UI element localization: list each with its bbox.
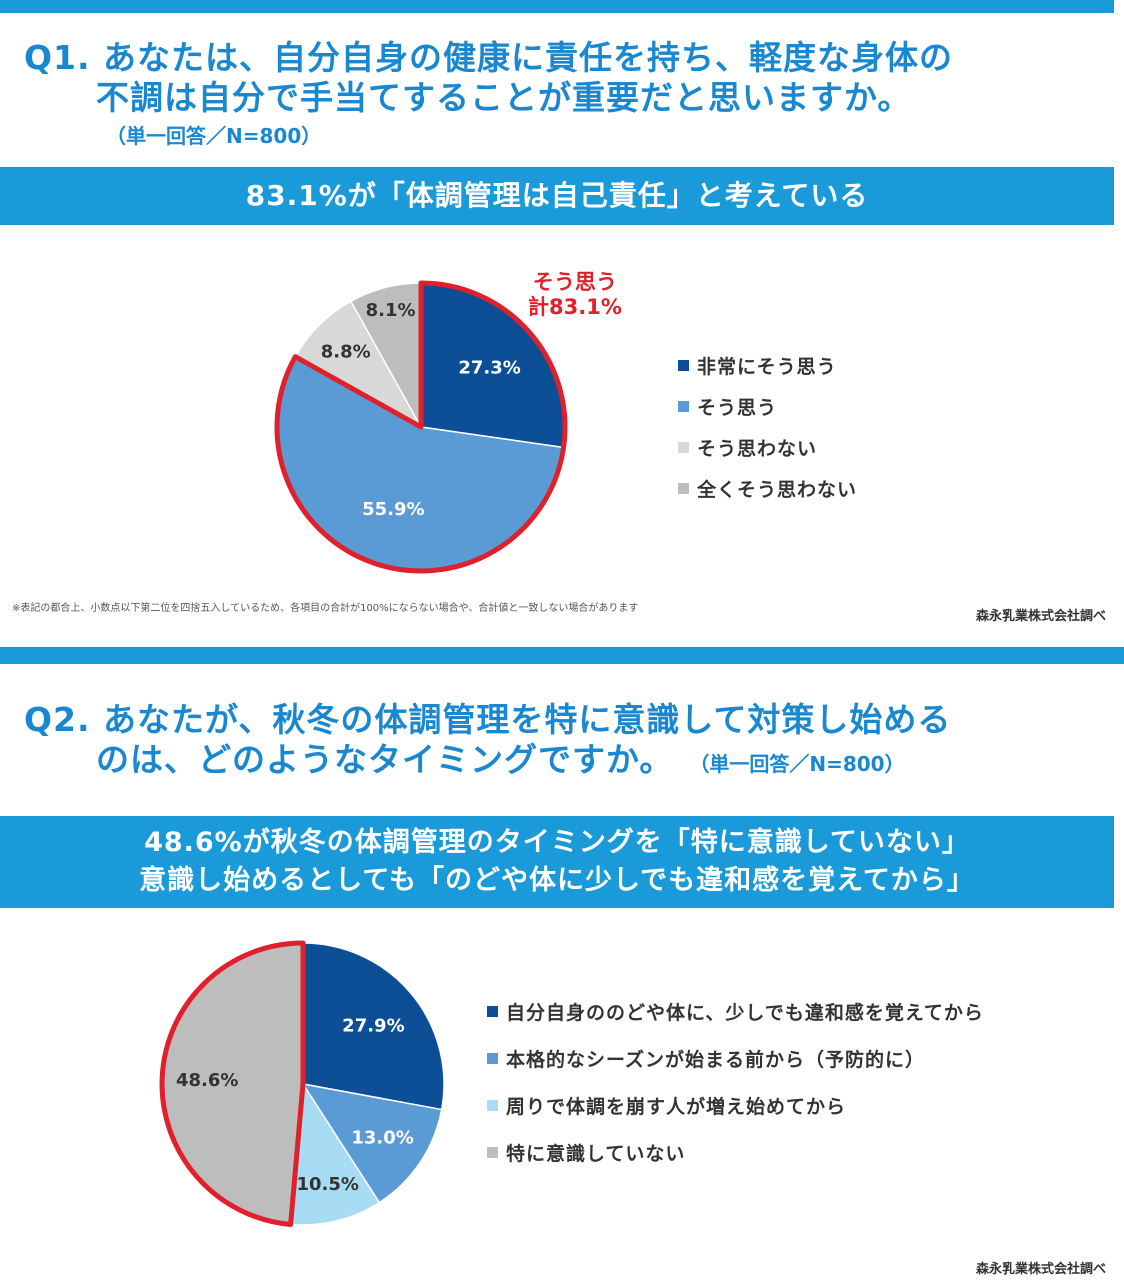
q1-banner: 83.1%が「体調管理は自己責任」と考えている [0,167,1114,225]
q1-pie-chart: 27.3% 55.9% 8.8% 8.1% [274,280,568,574]
q2-title: Q2. あなたが、秋冬の体調管理を特に意識して対策し始める のは、どのようなタイ… [24,700,951,784]
q1-legend-item-3: そう思わない [678,434,857,461]
q2-legend-swatch-1 [487,1006,498,1017]
q1-title-line2: 不調は自分で手当てすることが重要だと思いますか。 [96,78,912,117]
q1-highlight-label: そう思う 計83.1% [528,270,622,320]
q2-title-line1: Q2. あなたが、秋冬の体調管理を特に意識して対策し始める [24,700,952,739]
q1-footnote: ※表記の都合上、小数点以下第二位を四捨五入しているため、各項目の合計が100%に… [12,603,639,614]
q1-legend-swatch-3 [678,442,689,453]
top-accent-bar [0,0,1114,13]
q1-title-line1: Q1. あなたは、自分自身の健康に責任を持ち、軽度な身体の [24,38,954,77]
q1-banner-text: 83.1%が「体調管理は自己責任」と考えている [245,179,869,212]
q2-banner-line1: 48.6%が秋冬の体調管理のタイミングを「特に意識していない」 [144,827,970,858]
q2-legend-swatch-3 [487,1100,498,1111]
q2-legend-label-1: 自分自身ののどや体に、少しでも違和感を覚えてから [506,1002,984,1024]
q1-legend-label-3: そう思わない [697,438,818,460]
q2-slice-label-1: 27.9% [342,1015,404,1036]
q2-legend-label-2: 本格的なシーズンが始まる前から（予防的に） [506,1049,926,1071]
q2-slice-1 [302,942,445,1111]
q2-slice-label-2: 13.0% [351,1127,413,1148]
q2-legend-item-4: 特に意識していない [487,1139,984,1166]
q2-source: 森永乳業株式会社調べ [975,1262,1106,1277]
q1-legend-item-2: そう思う [678,393,857,420]
q1-legend-item-1: 非常にそう思う [678,352,857,379]
q2-slice-3 [289,1081,381,1226]
q2-legend-item-1: 自分自身ののどや体に、少しでも違和感を覚えてから [487,998,984,1025]
q1-legend-item-4: 全くそう思わない [678,475,857,502]
q2-legend-label-4: 特に意識していない [506,1143,686,1165]
q1-legend-swatch-2 [678,401,689,412]
q2-legend-swatch-2 [487,1053,498,1064]
q2-slice-2 [301,1082,443,1204]
q1-source: 森永乳業株式会社調べ [975,609,1106,624]
q1-legend-label-2: そう思う [697,397,778,419]
q2-slice-label-4: 48.6% [176,1070,238,1091]
q1-legend-label-1: 非常にそう思う [697,356,837,378]
q2-pie-chart: 27.9% 13.0% 10.5% 48.6% [159,940,445,1227]
q2-legend-label-3: 周りで体調を崩す人が増え始めてから [506,1096,847,1118]
q2-highlight-outline [159,940,306,1227]
q1-highlight-line2: 計83.1% [528,295,622,319]
q2-legend-swatch-4 [487,1147,498,1158]
q2-legend-item-2: 本格的なシーズンが始まる前から（予防的に） [487,1045,984,1072]
q1-highlight-outline [274,280,568,574]
q2-banner: 48.6%が秋冬の体調管理のタイミングを「特に意識していない」 意識し始めるとし… [0,816,1114,908]
q1-slice-label-4: 8.1% [366,300,416,321]
q1-slice-label-1: 27.3% [458,358,520,379]
q1-sample-note: （単一回答／N=800） [106,124,322,148]
q2-legend-item-3: 周りで体調を崩す人が増え始めてから [487,1092,984,1119]
q1-slice-label-3: 8.8% [321,342,371,363]
q1-legend: 非常にそう思う そう思うそう思わない全くそう思わない [678,352,857,516]
q2-sample-note: （単一回答／N=800） [699,752,905,776]
q1-highlight-line1: そう思う [532,270,617,294]
q2-slice-label-3: 10.5% [296,1174,358,1195]
q1-legend-label-4: 全くそう思わない [697,479,858,501]
q2-title-line2: のは、どのようなタイミングですか。 [96,740,674,779]
q1-slice-label-2: 55.9% [362,499,424,520]
q1-legend-swatch-1 [678,360,689,371]
section-divider [0,647,1124,664]
q2-banner-line2: 意識し始めるとしても「のどや体に少しでも違和感を覚えてから」 [139,865,975,896]
q1-legend-swatch-4 [678,483,689,494]
q2-legend: 自分自身ののどや体に、少しでも違和感を覚えてから 本格的なシーズンが始まる前から（… [487,998,984,1186]
q1-title: Q1. あなたは、自分自身の健康に責任を持ち、軽度な身体の 不調は自分で手当てす… [24,38,953,118]
q2-title-line2-row: のは、どのようなタイミングですか。 （単一回答／N=800） [24,740,951,784]
